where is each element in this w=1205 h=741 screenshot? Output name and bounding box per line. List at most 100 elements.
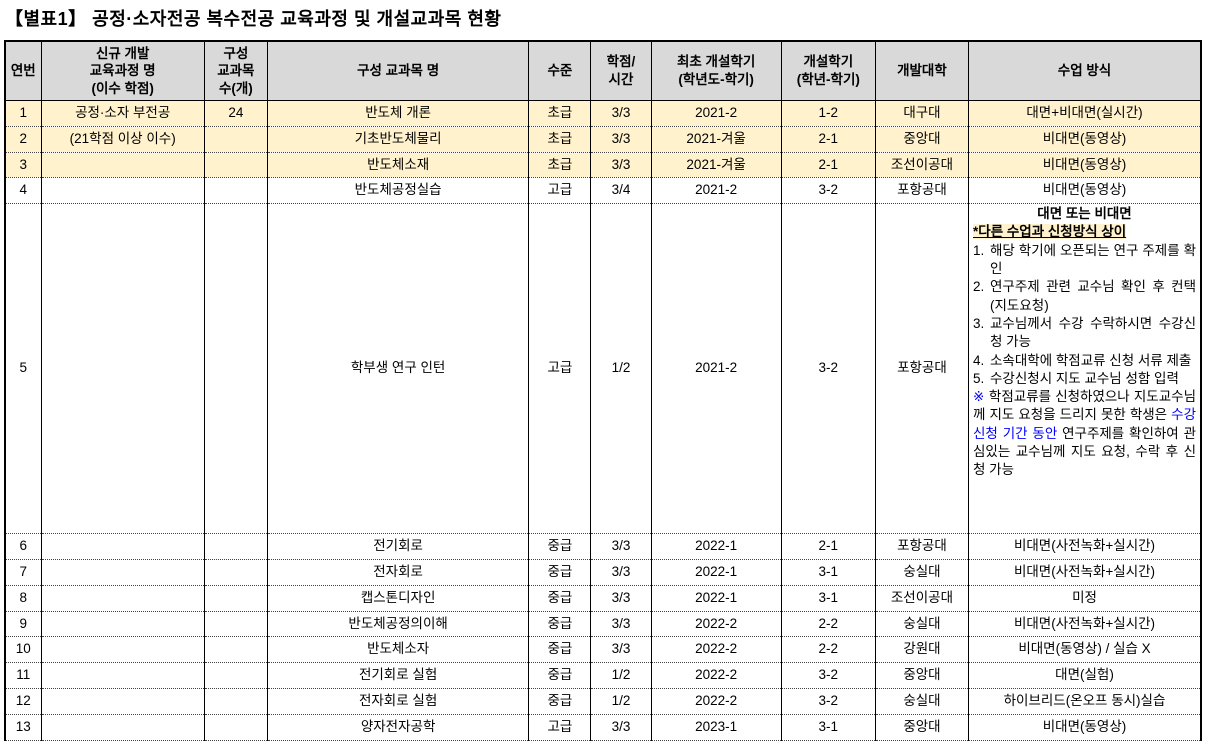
cell-first-semester: 2023-1 (650, 714, 782, 741)
method-warning-highlight: *다른 수업과 신청방식 상이 (973, 224, 1127, 240)
note-marker: ※ (973, 389, 985, 405)
step-text: 해당 학기에 오픈되는 연구 주제를 확인 (990, 242, 1196, 277)
cell-curriculum (40, 688, 205, 715)
step-text: 소속대학에 학점교류 신청 서류 제출 (990, 352, 1192, 368)
note-text-blue: 수강신청 기간 동안 (973, 407, 1196, 441)
cell-university: 중앙대 (874, 662, 969, 689)
cell-course: 전자회로 실험 (266, 688, 529, 715)
cell-method: 비대면(동영상) (968, 126, 1201, 153)
cell-no: 8 (5, 585, 42, 612)
cell-open-semester: 3-2 (780, 662, 876, 689)
cell-no: 3 (5, 152, 42, 179)
cell-first-semester: 2022-2 (650, 662, 782, 689)
cell-level: 중급 (528, 611, 591, 638)
curriculum-table: 연번 신규 개발 교육과정 명 (이수 학점) 구성 교과목 수(개) 구성 교… (4, 40, 1202, 741)
cell-level: 고급 (528, 714, 591, 741)
cell-course: 반도체공정의이해 (266, 611, 529, 638)
table-row: 11 전기회로 실험 중급 1/2 2022-2 3-2 중앙대 대면(실험) (5, 662, 1201, 689)
cell-count (203, 714, 268, 741)
cell-university: 숭실대 (874, 688, 969, 715)
table-row: 13 양자전자공학 고급 3/3 2023-1 3-1 중앙대 비대면(동영상) (5, 714, 1201, 741)
table-row: 9 반도체공정의이해 중급 3/3 2022-2 2-2 숭실대 비대면(사전녹화+실시간) (5, 611, 1201, 638)
cell-university: 숭실대 (874, 611, 969, 638)
table-row: 12 전자회로 실험 중급 1/2 2022-2 3-2 숭실대 하이브리드(온오프 동시)실… (5, 688, 1201, 715)
table-row: 10 반도체소자 중급 3/3 2022-2 2-2 강원대 비대면(동영상) / 실습 X (5, 636, 1201, 664)
cell-curriculum: 공정·소자 부전공 (40, 100, 205, 127)
cell-no: 7 (5, 559, 42, 586)
cell-open-semester: 3-2 (780, 203, 876, 535)
cell-course: 반도체공정실습 (266, 177, 529, 205)
header-method: 수업 방식 (968, 41, 1201, 101)
method-step-2: 2. 연구주제 관련 교수님 확인 후 컨택(지도요청) (973, 278, 1196, 315)
cell-credit: 1/2 (590, 662, 652, 689)
cell-curriculum (40, 203, 205, 535)
cell-open-semester: 3-1 (780, 585, 876, 612)
cell-level: 고급 (528, 203, 591, 535)
table-header: 연번 신규 개발 교육과정 명 (이수 학점) 구성 교과목 수(개) 구성 교… (5, 41, 1201, 101)
cell-first-semester: 2022-2 (650, 611, 782, 638)
cell-count (203, 177, 268, 205)
cell-level: 중급 (528, 636, 591, 664)
cell-count (203, 152, 268, 179)
cell-first-semester: 2021-2 (650, 203, 782, 535)
table-row: 2 (21학점 이상 이수) 기초반도체물리 초급 3/3 2021-겨울 2-1 중앙대 비대… (5, 126, 1201, 153)
cell-count: 24 (203, 100, 268, 127)
cell-university: 포항공대 (874, 203, 969, 535)
cell-method: 비대면(동영상) (968, 714, 1201, 741)
cell-method: 비대면(사전녹화+실시간) (968, 611, 1201, 638)
cell-curriculum (40, 714, 205, 741)
cell-method: 비대면(사전녹화+실시간) (968, 533, 1201, 560)
cell-credit: 3/3 (590, 611, 652, 638)
cell-count (203, 203, 268, 535)
table-row: 3 반도체소재 초급 3/3 2021-겨울 2-1 조선이공대 비대면(동영상) (5, 152, 1201, 179)
cell-level: 초급 (528, 152, 591, 179)
cell-credit: 3/3 (590, 533, 652, 560)
header-university: 개발대학 (874, 41, 969, 101)
header-curriculum: 신규 개발 교육과정 명 (이수 학점) (40, 41, 205, 101)
cell-first-semester: 2021-겨울 (650, 126, 782, 153)
cell-no: 4 (5, 177, 42, 205)
cell-first-semester: 2022-2 (650, 636, 782, 664)
method-step-3: 3. 교수님께서 수강 수락하시면 수강신청 가능 (973, 315, 1196, 352)
cell-credit: 3/3 (590, 559, 652, 586)
cell-no: 10 (5, 636, 42, 664)
header-course-count: 구성 교과목 수(개) (203, 41, 268, 101)
step-number: 5. (973, 370, 985, 386)
cell-course: 반도체 개론 (266, 100, 529, 127)
cell-open-semester: 3-1 (780, 559, 876, 586)
cell-university: 중앙대 (874, 714, 969, 741)
cell-open-semester: 2-1 (780, 152, 876, 179)
cell-university: 숭실대 (874, 559, 969, 586)
cell-curriculum (40, 585, 205, 612)
cell-university: 중앙대 (874, 126, 969, 153)
method-step-5: 5. 수강신청시 지도 교수님 성함 입력 (973, 370, 1196, 388)
step-number: 2. (973, 279, 985, 295)
cell-credit: 1/2 (590, 688, 652, 715)
cell-open-semester: 2-2 (780, 611, 876, 638)
cell-no: 1 (5, 100, 42, 127)
step-number: 1. (973, 242, 985, 258)
cell-first-semester: 2021-2 (650, 177, 782, 205)
header-course-name: 구성 교과목 명 (266, 41, 529, 101)
header-no: 연번 (5, 41, 42, 101)
cell-open-semester: 2-1 (780, 126, 876, 153)
cell-count (203, 636, 268, 664)
row5-method-content: 대면 또는 비대면 *다른 수업과 신청방식 상이 1. 해당 학기에 오픈되는 … (973, 205, 1196, 479)
method-step-1: 1. 해당 학기에 오픈되는 연구 주제를 확인 (973, 242, 1196, 279)
cell-level: 초급 (528, 126, 591, 153)
cell-first-semester: 2022-2 (650, 688, 782, 715)
note-text-2: 연구주제를 확인하여 관심있는 교수님께 지도 요청, 수락 후 신청 가능 (973, 425, 1197, 478)
header-first-semester: 최초 개설학기 (학년도-학기) (650, 41, 782, 101)
step-number: 4. (973, 352, 985, 368)
cell-open-semester: 3-2 (780, 688, 876, 715)
step-text: 수강신청시 지도 교수님 성함 입력 (990, 370, 1179, 386)
cell-count (203, 126, 268, 153)
cell-credit: 3/4 (590, 177, 652, 205)
table-row: 5 학부생 연구 인턴 고급 1/2 2021-2 3-2 포항공대 대면 또는 비대면 *… (5, 203, 1201, 535)
cell-level: 중급 (528, 688, 591, 715)
cell-count (203, 662, 268, 689)
cell-credit: 3/3 (590, 152, 652, 179)
cell-credit: 3/3 (590, 100, 652, 127)
step-number: 3. (973, 315, 985, 331)
header-level: 수준 (528, 41, 591, 101)
